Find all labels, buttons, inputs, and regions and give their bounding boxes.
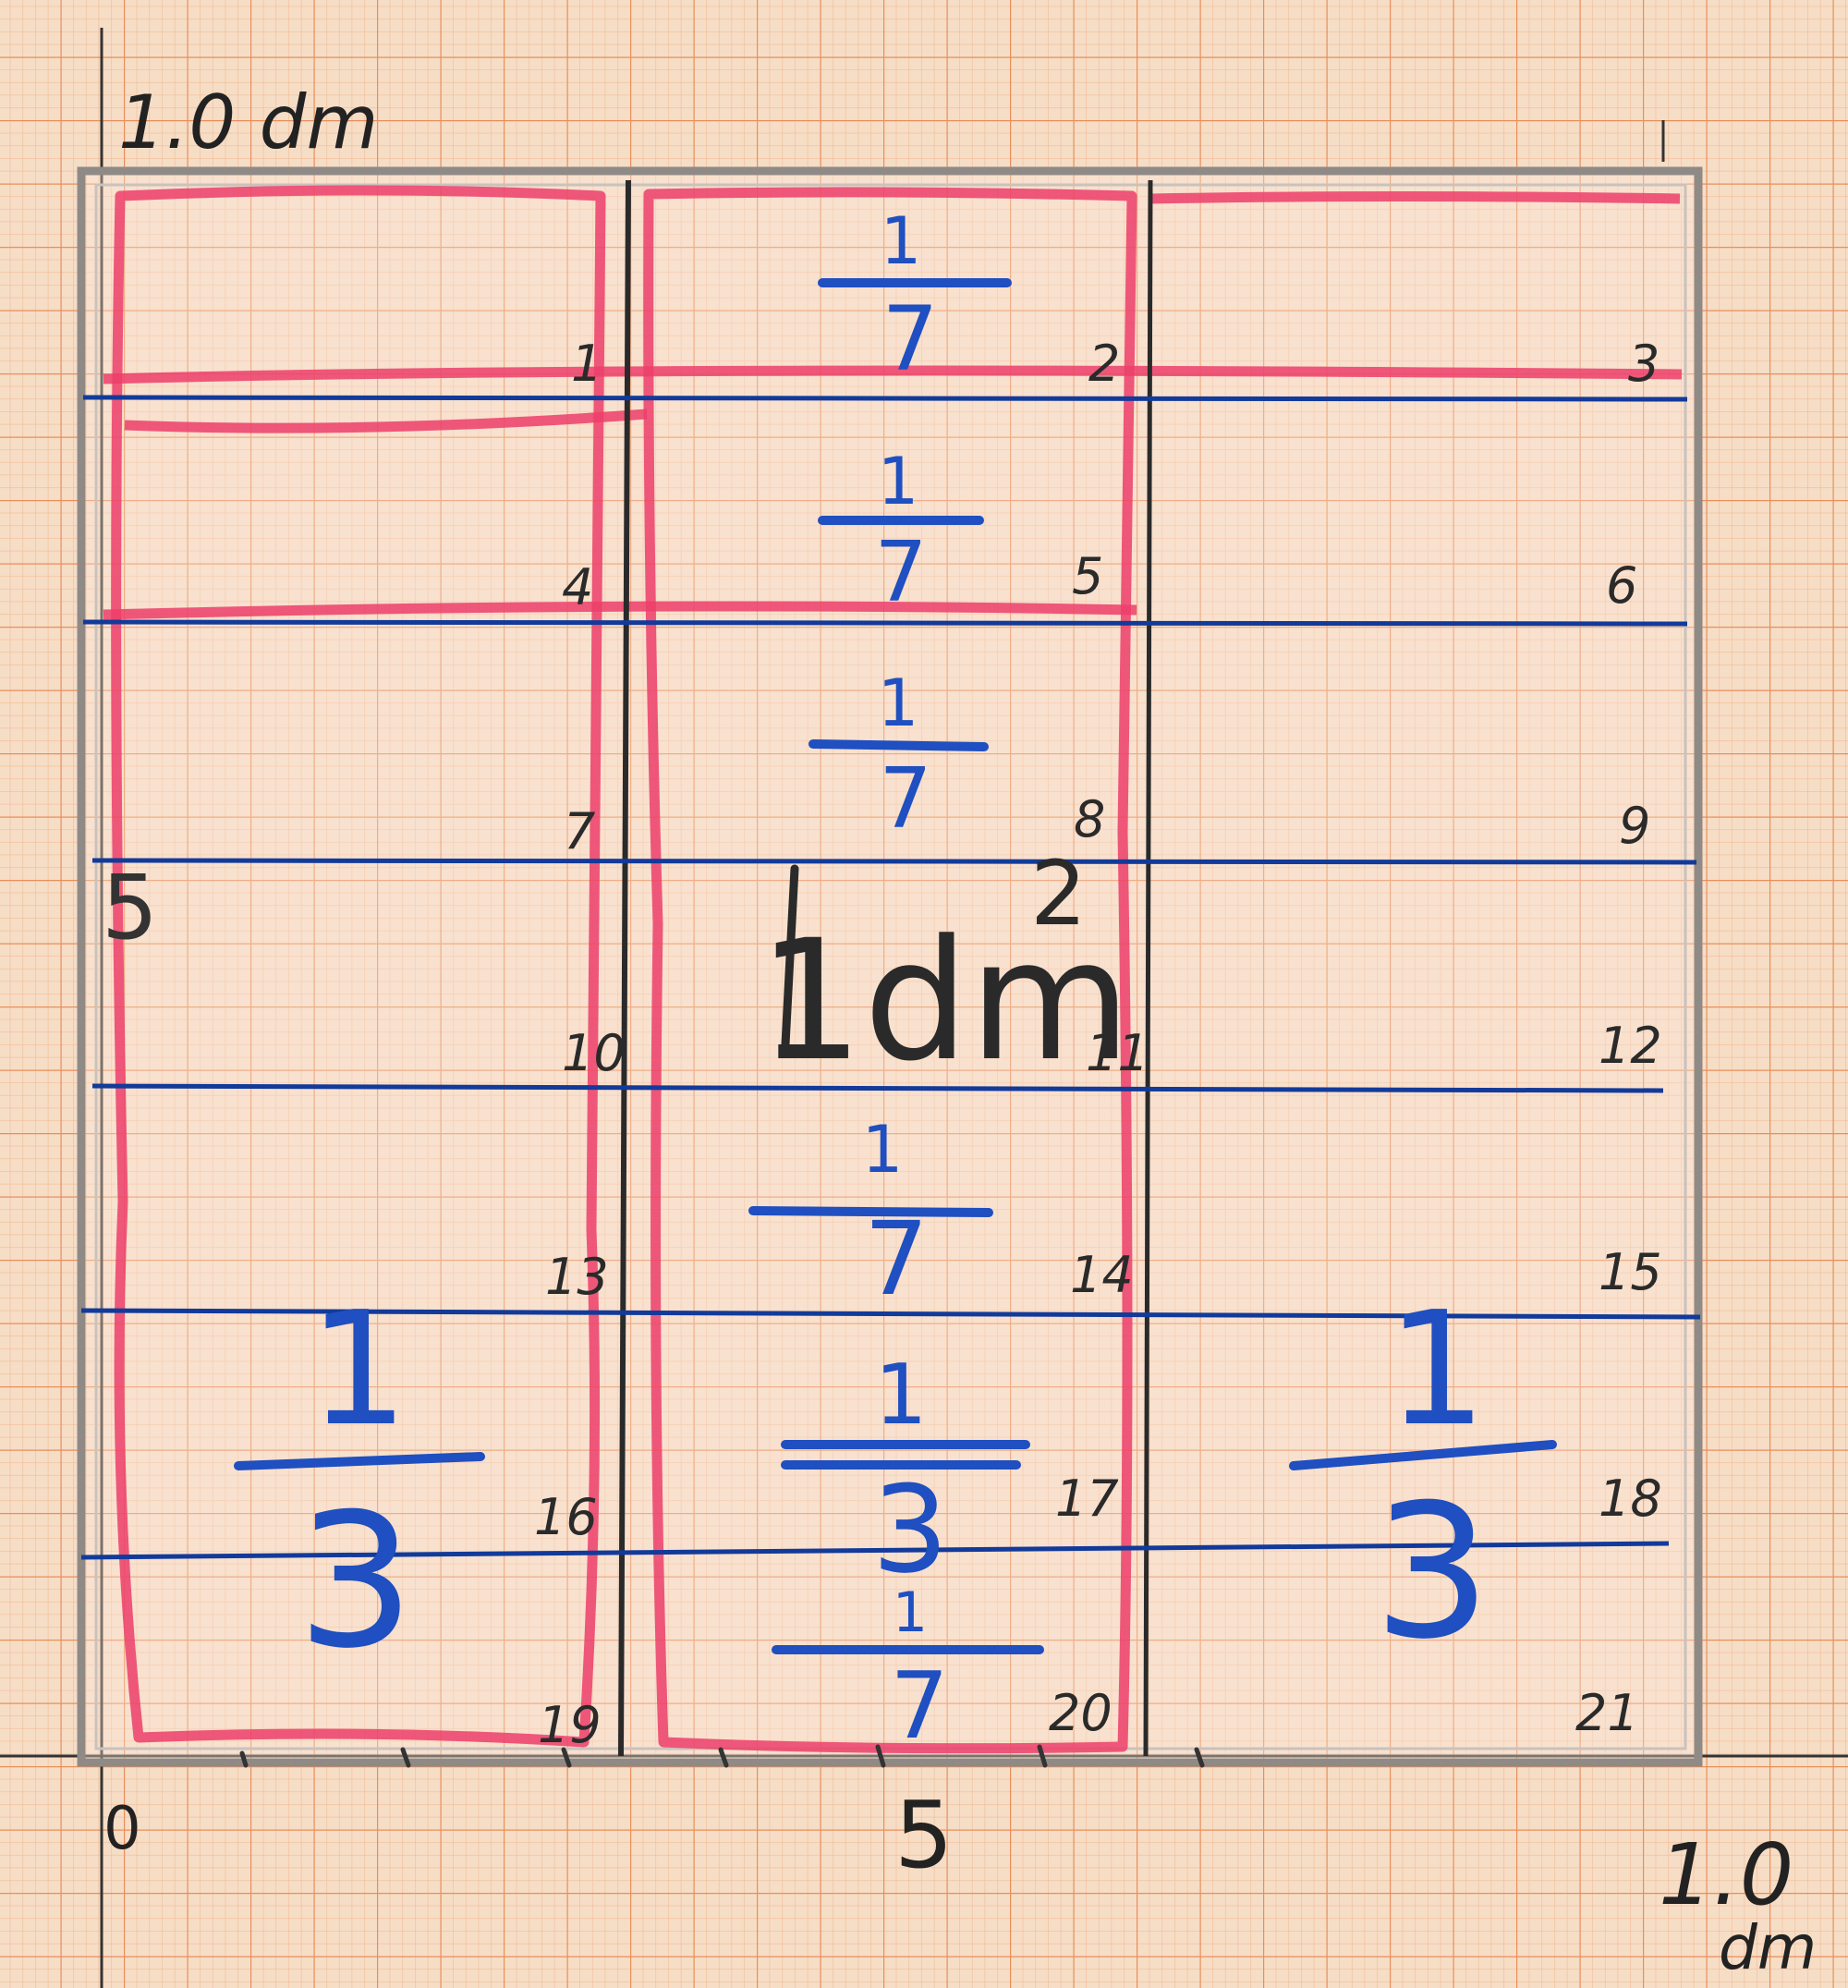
fraction-right-third-numerator: 1 (1387, 1278, 1487, 1461)
cell-number-20: 20 (1049, 1684, 1112, 1742)
fraction-2-numerator: 1 (878, 444, 919, 519)
cell-number-19: 19 (538, 1696, 602, 1754)
cell-number-13: 13 (545, 1248, 609, 1306)
red-outline-right (1149, 191, 1681, 204)
fraction-5-denominator: 7 (864, 1200, 929, 1318)
cell-number-3: 3 (1628, 335, 1660, 393)
center-label-2: 2 (1030, 842, 1087, 945)
fraction-bar-5 (748, 1206, 993, 1217)
row-line-3 (91, 858, 1697, 865)
fraction-bars (234, 278, 1557, 1654)
red-column-outlines (103, 185, 1683, 1754)
red-outline-left (111, 185, 606, 1748)
cell-number-6: 6 (1606, 556, 1637, 615)
red-line-row1 (103, 365, 1683, 384)
cell-number-5: 5 (1072, 547, 1103, 605)
fraction-3-numerator: 1 (878, 665, 919, 741)
cell-number-4: 4 (562, 558, 593, 616)
cell-number-14: 14 (1070, 1246, 1134, 1304)
cell-number-1: 1 (571, 335, 602, 393)
fraction-bar-3 (808, 739, 989, 751)
row-line-1 (82, 395, 1688, 402)
row-line-4 (91, 1083, 1664, 1093)
plastic-sheet (77, 166, 1703, 1767)
row-line-6 (80, 1541, 1670, 1560)
red-line-row2 (103, 601, 1137, 620)
fraction-left-third-denominator: 3 (297, 1474, 414, 1689)
fraction-right-third-denominator: 3 (1373, 1465, 1490, 1680)
row-line-2 (82, 619, 1688, 627)
fraction-6-numerator: 1 (874, 1347, 927, 1444)
fraction-1-denominator: 7 (881, 287, 938, 391)
column-divider-2 (1143, 179, 1153, 1757)
axis-label-top-left: 1.0 dm (118, 79, 378, 165)
cell-number-17: 17 (1055, 1470, 1119, 1528)
axis-label-origin: 0 (103, 1795, 141, 1863)
axis-label-bottom-right: 1.0 (1659, 1825, 1793, 1924)
fraction-5-numerator: 1 (862, 1112, 904, 1188)
cell-number-15: 15 (1599, 1243, 1662, 1301)
cell-number-10: 10 (562, 1024, 626, 1082)
cell-number-12: 12 (1599, 1017, 1662, 1075)
center-label-1dm: 1dm (758, 905, 1131, 1098)
axis-label-left-mid: 5 (102, 856, 158, 959)
fraction-1-numerator: 1 (881, 203, 922, 279)
fraction-6-denominator: 3 (872, 1459, 949, 1600)
fraction-7-denominator: 7 (890, 1652, 949, 1760)
fraction-7-numerator: 1 (893, 1580, 928, 1645)
cell-number-16: 16 (534, 1488, 598, 1546)
column-divider-1 (618, 179, 631, 1757)
cell-number-9: 9 (1619, 797, 1650, 855)
cell-number-7: 7 (564, 802, 595, 860)
fraction-2-denominator: 7 (874, 524, 927, 621)
red-line-row1b (124, 409, 648, 433)
axis-label-bottom-mid: 5 (894, 1781, 954, 1889)
fraction-left-third-numerator: 1 (309, 1278, 408, 1461)
center-stems (781, 864, 799, 1049)
fraction-bar-right-third (1289, 1440, 1557, 1470)
axis-label-bottom-right-unit: dm (1719, 1912, 1817, 1983)
fraction-bar-left-third (234, 1452, 485, 1470)
cell-number-21: 21 (1575, 1684, 1639, 1742)
bottom-ticks (239, 1744, 1205, 1768)
cell-number-2: 2 (1088, 335, 1120, 393)
red-outline-middle (643, 187, 1137, 1754)
cell-number-11: 11 (1086, 1024, 1149, 1082)
cell-number-8: 8 (1074, 790, 1105, 848)
cell-number-18: 18 (1599, 1470, 1662, 1528)
fraction-3-denominator: 7 (879, 750, 931, 848)
row-line-5 (80, 1308, 1701, 1320)
blue-row-lines (80, 395, 1701, 1560)
